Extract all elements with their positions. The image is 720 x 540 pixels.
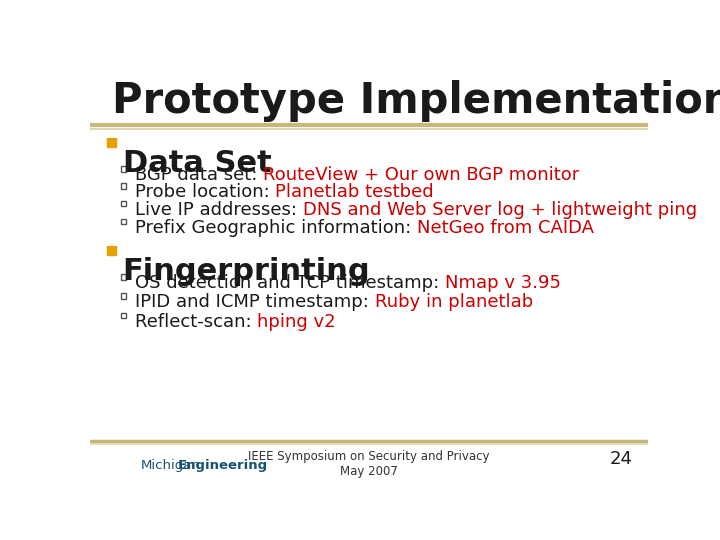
Text: Data Set: Data Set [122, 150, 271, 179]
Text: Ruby in planetlab: Ruby in planetlab [374, 294, 533, 312]
Bar [121, 294, 127, 299]
Bar [121, 313, 127, 318]
Bar [121, 219, 127, 224]
Text: Reflect-scan:: Reflect-scan: [135, 313, 257, 330]
Bar [121, 184, 127, 189]
Text: Fingerprinting: Fingerprinting [122, 257, 370, 286]
Bar [121, 166, 127, 172]
Text: Live IP addresses:: Live IP addresses: [135, 201, 302, 219]
Text: DNS and Web Server log + lightweight ping: DNS and Web Server log + lightweight pin… [302, 201, 697, 219]
Text: BGP data set:: BGP data set: [135, 166, 263, 185]
Text: Prototype Implementation: Prototype Implementation [112, 80, 720, 122]
Text: IPID and ICMP timestamp:: IPID and ICMP timestamp: [135, 294, 374, 312]
Text: Engineering: Engineering [178, 459, 268, 472]
Text: Michigan: Michigan [140, 459, 200, 472]
Bar [107, 138, 117, 147]
Bar [107, 246, 117, 255]
Text: Nmap v 3.95: Nmap v 3.95 [445, 274, 561, 292]
Text: IEEE Symposium on Security and Privacy
May 2007: IEEE Symposium on Security and Privacy M… [248, 450, 490, 478]
Bar [121, 201, 127, 206]
Text: OS detection and TCP timestamp:: OS detection and TCP timestamp: [135, 274, 445, 292]
Text: hping v2: hping v2 [257, 313, 336, 330]
Text: Planetlab testbed: Planetlab testbed [276, 184, 434, 201]
Text: Probe location:: Probe location: [135, 184, 276, 201]
Text: NetGeo from CAIDA: NetGeo from CAIDA [417, 219, 594, 237]
Bar [121, 274, 127, 280]
Text: 24: 24 [609, 450, 632, 468]
Text: RouteView + Our own BGP monitor: RouteView + Our own BGP monitor [263, 166, 580, 185]
Text: Prefix Geographic information:: Prefix Geographic information: [135, 219, 417, 237]
